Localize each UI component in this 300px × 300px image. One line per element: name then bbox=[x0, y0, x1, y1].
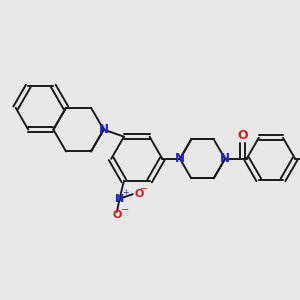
Text: N: N bbox=[220, 152, 230, 165]
Text: +: + bbox=[122, 188, 129, 197]
Text: O: O bbox=[237, 129, 248, 142]
Text: N: N bbox=[115, 194, 124, 204]
Text: O: O bbox=[112, 210, 122, 220]
Text: O: O bbox=[134, 189, 144, 199]
Text: −: − bbox=[121, 205, 129, 215]
Text: N: N bbox=[175, 152, 185, 165]
Text: −: − bbox=[140, 184, 148, 194]
Text: N: N bbox=[99, 123, 109, 136]
